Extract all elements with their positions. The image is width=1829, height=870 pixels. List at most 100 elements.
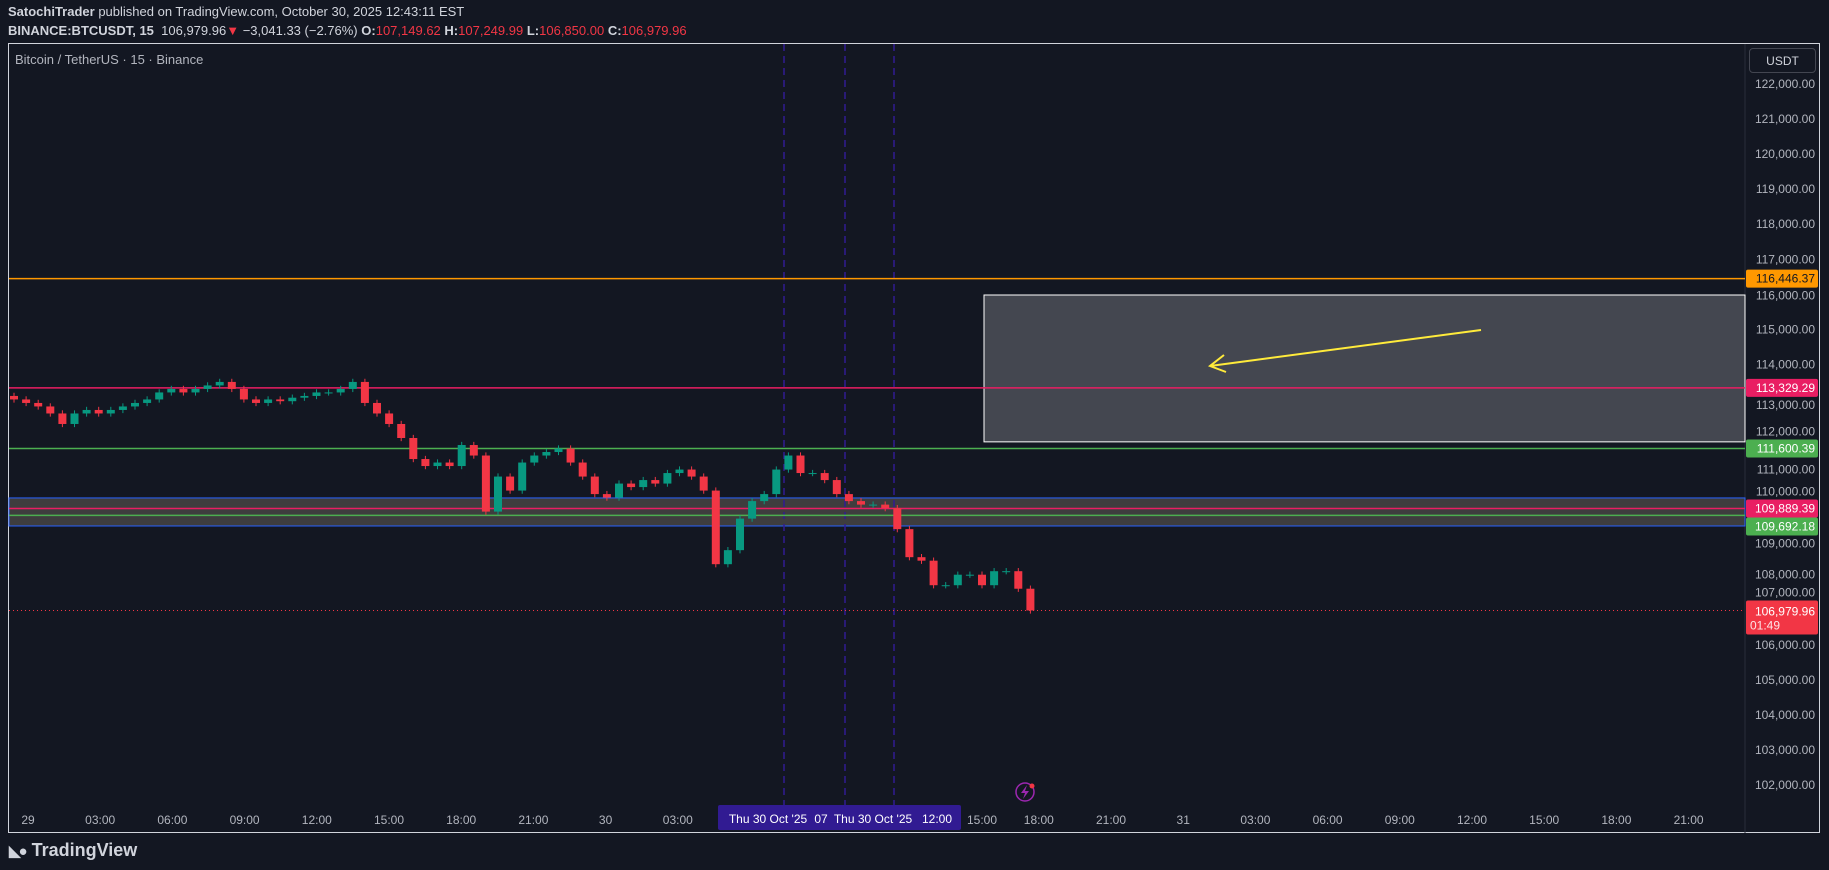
price-tick-label: 122,000.00 xyxy=(1755,77,1815,91)
candle-body xyxy=(1014,571,1023,589)
candle-body xyxy=(699,476,708,491)
time-tick-label: 03:00 xyxy=(85,813,115,827)
price-label-text: 109,889.39 xyxy=(1755,501,1815,515)
time-tick-label: 21:00 xyxy=(1674,813,1704,827)
time-tick-label: 03:00 xyxy=(1240,813,1270,827)
candle-body xyxy=(106,409,115,414)
candle-body xyxy=(844,494,853,502)
candle-body xyxy=(445,462,454,467)
candle-body xyxy=(94,409,103,414)
currency-button[interactable]: USDT xyxy=(1749,48,1816,73)
candle-body xyxy=(953,574,962,586)
candle-body xyxy=(965,574,974,576)
candle-body xyxy=(590,476,599,495)
tradingview-logo-icon: ◣● xyxy=(9,842,28,860)
candle-body xyxy=(215,381,224,386)
candle-body xyxy=(494,476,502,512)
candle-body xyxy=(191,388,200,393)
price-tick-label: 104,000.00 xyxy=(1755,708,1815,722)
chart-frame[interactable] xyxy=(8,43,1820,833)
candle-body xyxy=(457,445,466,467)
price-tick-label: 112,000.00 xyxy=(1756,425,1815,439)
price-label-text: 109,692.18 xyxy=(1755,519,1815,533)
candle-body xyxy=(941,585,950,587)
close-label: C: xyxy=(607,23,622,38)
candle-body xyxy=(469,445,478,456)
candle-body xyxy=(869,504,878,506)
candle-body xyxy=(336,388,345,393)
candle-body xyxy=(143,399,152,403)
tradingview-logo[interactable]: ◣● TradingView xyxy=(9,840,137,861)
author[interactable]: SatochiTrader xyxy=(8,4,95,19)
time-tick-label: 29 xyxy=(21,813,35,827)
time-highlight-label: Thu 30 Oct '25 xyxy=(834,812,913,826)
chart-title: Bitcoin / TetherUS · 15 · Binance xyxy=(15,52,204,67)
current-price-badge xyxy=(1746,600,1818,635)
price-tick-label: 115,000.00 xyxy=(1756,322,1815,336)
time-tick-label: 21:00 xyxy=(1096,813,1126,827)
candle-body xyxy=(506,476,515,491)
price-tick-label: 113,000.00 xyxy=(1756,398,1815,412)
candle-body xyxy=(82,409,91,414)
time-tick-label: 18:00 xyxy=(446,813,476,827)
candle-body xyxy=(1002,571,1011,573)
price-tick-label: 114,000.00 xyxy=(1756,357,1815,371)
price-label-badge xyxy=(1746,517,1818,536)
time-tick-label: 15:00 xyxy=(967,813,997,827)
candle-body xyxy=(627,483,636,488)
time-tick-label: 15:00 xyxy=(374,813,404,827)
candle-body xyxy=(421,459,430,467)
price-label-badge xyxy=(1746,439,1818,458)
candle-body xyxy=(990,571,999,586)
candle-body xyxy=(348,381,357,389)
time-tick-label: 12:00 xyxy=(302,813,332,827)
candle-body xyxy=(385,413,394,424)
publish-text: published on TradingView.com, October 30… xyxy=(98,4,465,19)
candle-body xyxy=(288,397,297,402)
symbol-info: BINANCE:BTCUSDT, 15 106,979.96▼ −3,041.3… xyxy=(8,23,687,38)
price-change: −3,041.33 (−2.76%) xyxy=(242,23,358,38)
candle-body xyxy=(530,455,539,463)
price-tick-label: 120,000.00 xyxy=(1755,147,1815,161)
candle-body xyxy=(433,462,442,467)
candle-body xyxy=(736,518,744,551)
price-tick-label: 111,000.00 xyxy=(1757,463,1816,477)
candle-body xyxy=(929,560,938,586)
candle-body xyxy=(748,501,757,519)
candle-body xyxy=(179,388,188,393)
candle-body xyxy=(34,402,43,407)
candle-body xyxy=(832,480,841,495)
time-tick-label: 30 xyxy=(599,813,613,827)
time-tick-label: 06:00 xyxy=(1313,813,1343,827)
high-value: 107,249.99 xyxy=(458,23,524,38)
candle-body xyxy=(978,574,986,586)
price-tick-label: 108,000.00 xyxy=(1755,568,1815,582)
candle-body xyxy=(760,494,769,502)
price-label-text: 113,329.29 xyxy=(1756,381,1815,395)
candle-body xyxy=(252,399,260,403)
low-value: 106,850.00 xyxy=(539,23,605,38)
price-tick-label: 110,000.00 xyxy=(1756,484,1815,498)
brand-name: TradingView xyxy=(31,840,138,860)
candle-body xyxy=(397,423,406,439)
time-tick-label: 31 xyxy=(1177,813,1191,827)
open-value: 107,149.62 xyxy=(375,23,441,38)
candle-body xyxy=(276,399,285,402)
candle-body xyxy=(796,455,805,474)
time-highlight-box xyxy=(718,805,961,830)
candle-body xyxy=(373,402,381,414)
candle-body xyxy=(10,395,18,400)
price-tick-label: 106,000.00 xyxy=(1755,638,1815,652)
time-tick-label: 21:00 xyxy=(518,813,548,827)
candle-body xyxy=(203,385,212,389)
candle-body xyxy=(542,452,551,456)
price-tick-label: 103,000.00 xyxy=(1755,743,1815,757)
candle-body xyxy=(518,462,527,491)
low-label: L: xyxy=(526,23,540,38)
candle-body xyxy=(22,399,31,403)
candle-body xyxy=(118,406,127,410)
candle-body xyxy=(324,392,333,394)
price-tick-label: 118,000.00 xyxy=(1756,217,1815,231)
candle-body xyxy=(893,508,902,530)
